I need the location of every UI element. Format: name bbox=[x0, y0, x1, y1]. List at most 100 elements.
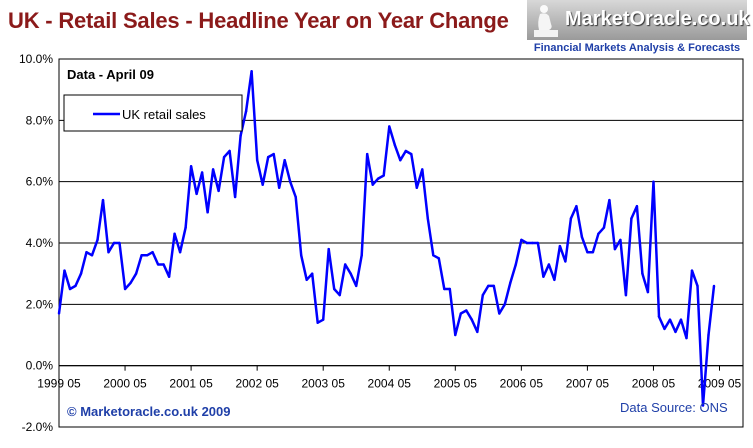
data-point bbox=[525, 241, 529, 245]
data-point bbox=[272, 152, 275, 156]
data-point bbox=[393, 143, 396, 147]
data-point bbox=[178, 251, 182, 254]
x-tick-label: 2008 05 bbox=[632, 377, 676, 391]
data-point bbox=[569, 217, 573, 220]
data-point bbox=[520, 238, 523, 242]
data-point bbox=[206, 211, 209, 214]
data-point bbox=[107, 251, 110, 254]
data-point bbox=[470, 318, 474, 321]
data-point bbox=[426, 217, 429, 220]
data-point bbox=[355, 284, 358, 288]
data-point bbox=[602, 226, 606, 229]
data-point bbox=[476, 330, 479, 334]
data-point bbox=[608, 198, 611, 202]
x-tick-label: 2009 05 bbox=[698, 377, 742, 391]
data-point bbox=[657, 315, 661, 318]
data-point bbox=[481, 293, 485, 297]
data-point bbox=[266, 155, 270, 159]
data-point bbox=[564, 260, 567, 263]
data-point bbox=[575, 205, 578, 208]
data-point bbox=[377, 177, 380, 180]
data-point bbox=[712, 284, 716, 288]
data-point bbox=[261, 183, 264, 186]
data-point bbox=[641, 272, 644, 275]
data-point bbox=[217, 189, 220, 193]
data-point bbox=[591, 251, 595, 254]
data-point bbox=[410, 152, 413, 156]
data-point bbox=[277, 186, 281, 189]
data-point bbox=[415, 186, 418, 189]
data-point bbox=[189, 165, 193, 168]
data-point bbox=[509, 281, 512, 285]
data-point bbox=[437, 257, 440, 260]
data-point bbox=[283, 159, 286, 162]
data-point bbox=[459, 312, 463, 315]
marketoracle-logo[interactable]: MarketOracle.co.uk Financial Markets Ana… bbox=[527, 0, 750, 56]
data-point bbox=[382, 174, 385, 177]
x-tick-label: 2007 05 bbox=[566, 377, 610, 391]
thinker-statue-icon bbox=[534, 5, 558, 37]
data-point bbox=[200, 171, 204, 174]
data-point bbox=[553, 278, 556, 281]
y-axis-ticks: 10.0% 8.0% 6.0% 4.0% 2.0% 0.0% -2.0% bbox=[19, 52, 53, 434]
data-point bbox=[140, 254, 143, 257]
data-point bbox=[162, 263, 165, 266]
data-point bbox=[145, 254, 149, 257]
data-point bbox=[635, 205, 639, 208]
logo-name: MarketOracle.co.uk bbox=[565, 8, 750, 30]
data-point bbox=[316, 321, 319, 324]
data-point bbox=[322, 318, 325, 321]
data-point bbox=[514, 263, 518, 266]
data-point bbox=[443, 287, 446, 291]
data-point bbox=[652, 180, 655, 183]
copyright-text[interactable]: © Marketoracle.co.uk 2009 bbox=[67, 404, 231, 419]
x-tick-label: 2005 05 bbox=[434, 377, 478, 391]
data-point bbox=[558, 244, 562, 248]
x-tick-label: 2003 05 bbox=[302, 377, 346, 391]
data-point bbox=[74, 284, 77, 288]
data-point bbox=[344, 263, 347, 266]
data-point bbox=[701, 404, 705, 407]
data-point bbox=[244, 109, 248, 113]
x-tick-label: 2006 05 bbox=[500, 377, 544, 391]
data-point bbox=[118, 241, 121, 245]
y-tick-label: 2.0% bbox=[26, 297, 54, 311]
data-point bbox=[222, 155, 226, 159]
data-point bbox=[294, 195, 297, 199]
data-point bbox=[586, 251, 589, 254]
data-point bbox=[228, 149, 231, 153]
data-point bbox=[503, 303, 507, 306]
data-point bbox=[366, 152, 369, 156]
data-point bbox=[388, 125, 391, 128]
data-point bbox=[101, 198, 105, 202]
data-point bbox=[679, 318, 683, 321]
data-point bbox=[630, 217, 633, 220]
data-source-text: Data Source: ONS bbox=[620, 400, 728, 415]
data-point bbox=[129, 281, 132, 285]
data-point bbox=[536, 241, 540, 245]
data-point bbox=[68, 287, 72, 291]
data-point bbox=[360, 254, 363, 257]
data-point bbox=[668, 318, 672, 321]
data-point bbox=[399, 159, 402, 162]
data-point bbox=[487, 284, 490, 288]
data-point bbox=[123, 287, 127, 291]
data-point bbox=[613, 247, 617, 251]
data-point bbox=[624, 293, 628, 297]
data-point bbox=[310, 272, 314, 275]
data-point bbox=[531, 241, 534, 245]
data-point bbox=[96, 238, 99, 242]
x-tick-label: 1999 05 bbox=[37, 377, 81, 391]
data-point bbox=[580, 235, 584, 239]
y-tick-label: 8.0% bbox=[26, 113, 54, 127]
data-point bbox=[57, 312, 61, 315]
data-point bbox=[151, 251, 154, 254]
data-point bbox=[690, 269, 694, 272]
y-tick-label: 4.0% bbox=[26, 236, 54, 250]
data-point bbox=[288, 180, 292, 183]
y-tick-label: 10.0% bbox=[19, 52, 53, 66]
data-point bbox=[663, 327, 666, 331]
data-point bbox=[195, 192, 198, 196]
logo-tagline: Financial Markets Analysis & Forecasts bbox=[527, 41, 747, 56]
